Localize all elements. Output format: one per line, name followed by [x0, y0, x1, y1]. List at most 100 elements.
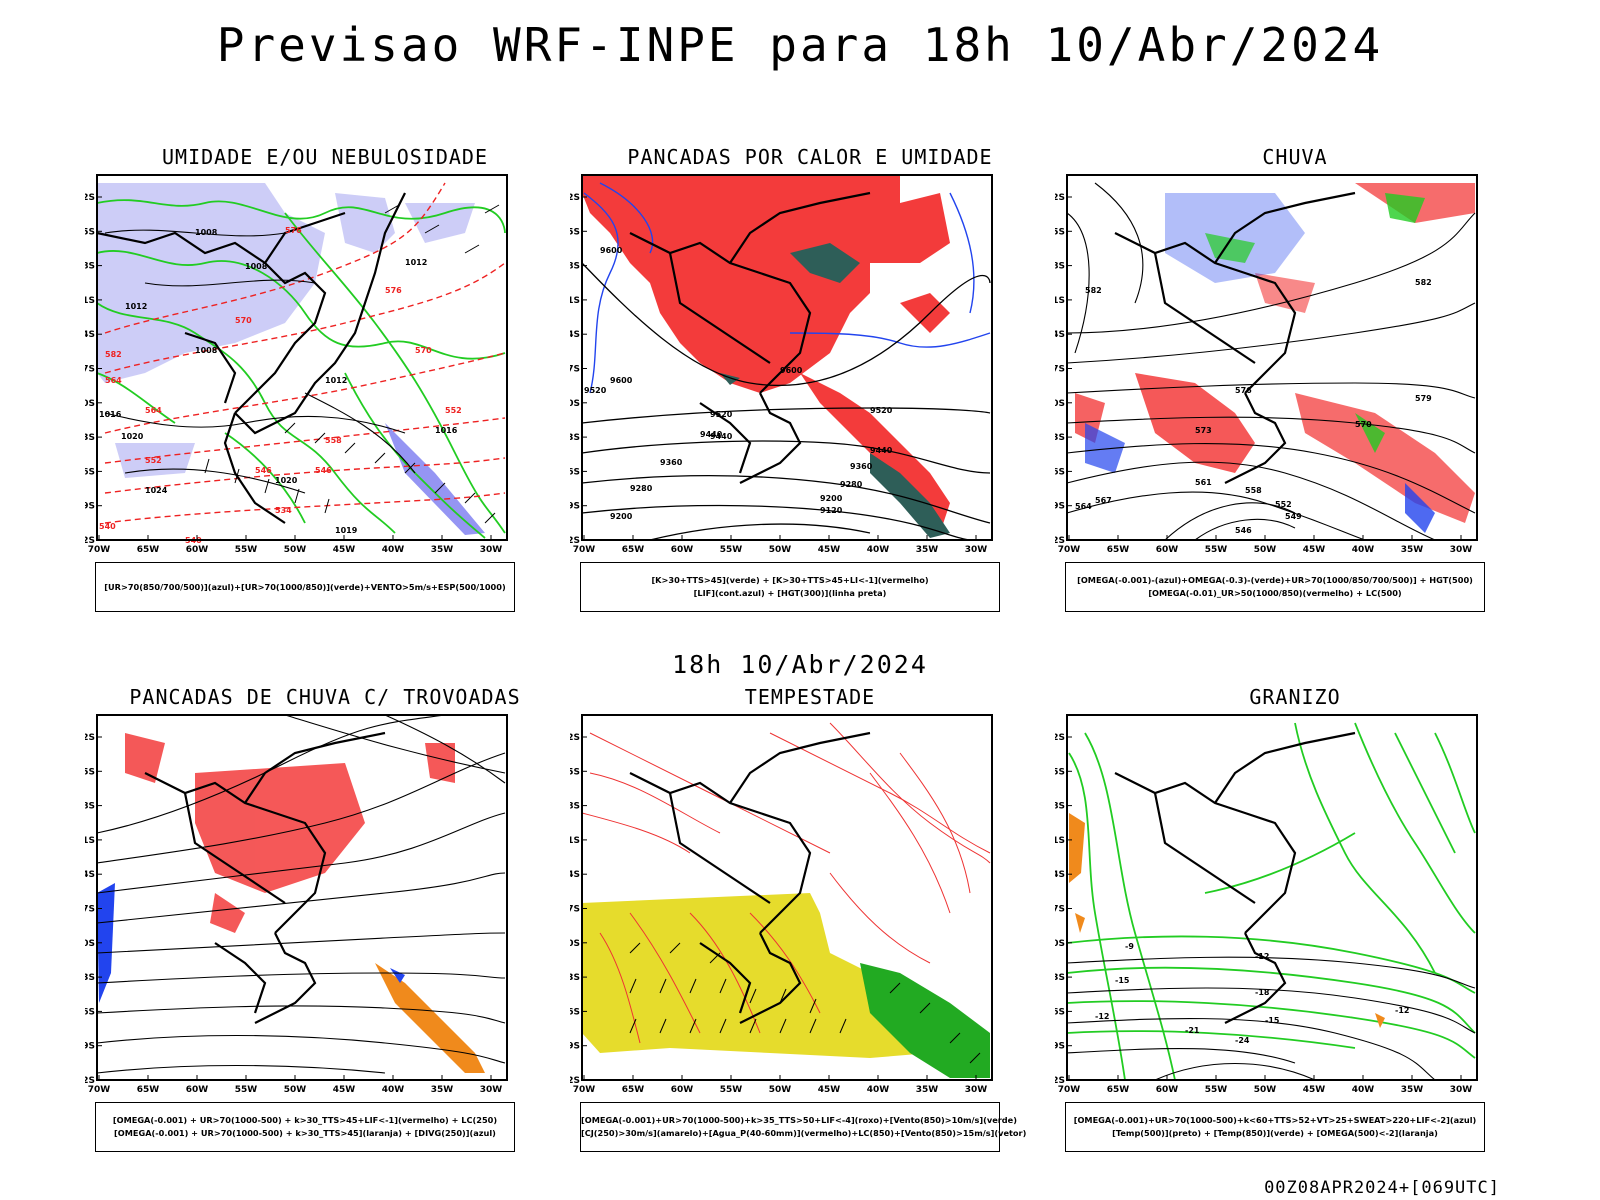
- lat-tick-label: 30S: [85, 399, 95, 409]
- map-granizo: -9 -12 -15 -18 -21 -24 -15 -12 -12 12S 15…: [1055, 714, 1478, 1095]
- axis-labels: 12S 15S 18S 21S 24S 27S 30S 33S 36S 39S 42S70W 65W 6…: [570, 733, 987, 1095]
- borders: [629, 191, 871, 484]
- map-frame: [96, 714, 508, 1081]
- contour-label: 9520: [710, 410, 733, 419]
- page-title: Previsao WRF-INPE para 18h 10/Abr/2024: [216, 18, 1384, 72]
- lat-tick-label: 12S: [85, 733, 95, 743]
- lat-tick-label: 24S: [1055, 330, 1065, 340]
- lat-tick-label: 15S: [570, 767, 580, 777]
- lat-tick-label: 36S: [85, 467, 95, 477]
- contour-label: 558: [1245, 486, 1262, 495]
- legend-line: [LIF](cont.azul) + [HGT(300)](linha pret…: [693, 588, 887, 598]
- lon-tick-label: 65W: [1107, 545, 1130, 555]
- lon-tick-label: 45W: [1303, 545, 1326, 555]
- lat-tick-label: 18S: [85, 802, 95, 812]
- contour-label: 9520: [584, 386, 607, 395]
- lat-tick-label: 36S: [85, 1007, 95, 1017]
- axis-labels: 12S 15S 18S 21S 24S 27S 30S 33S 36S 39S 42S70W 65W 6…: [570, 193, 987, 555]
- lon-tick-label: 65W: [137, 545, 160, 555]
- lat-tick-label: 18S: [1055, 262, 1065, 272]
- map-frame: [581, 174, 993, 541]
- contour-label: 576: [1235, 386, 1252, 395]
- borders: [1114, 731, 1356, 1024]
- lat-tick-label: 24S: [85, 870, 95, 880]
- panel-title: TEMPESTADE: [744, 685, 876, 709]
- map-umidade: 1008 1008 1008 1012 1012 1012 1016 1016 …: [85, 174, 508, 555]
- contour-label: 570: [1355, 420, 1372, 429]
- red-water-contours: [581, 722, 991, 1044]
- lon-tick-label: 65W: [622, 1085, 645, 1095]
- contour-label: 9360: [850, 462, 873, 471]
- orange-speckles: [1069, 813, 1385, 1028]
- contour-label: 549: [1285, 512, 1302, 521]
- lon-tick-label: 35W: [431, 1085, 454, 1095]
- contour-label: 9280: [840, 480, 863, 489]
- contour-label: 564: [145, 406, 162, 415]
- contour-label: 9280: [630, 484, 653, 493]
- lon-tick-label: 65W: [622, 545, 645, 555]
- panel-title: UMIDADE E/OU NEBULOSIDADE: [161, 145, 489, 169]
- contour-value-labels: 9600 9600 9520 9520 9520 9440 9360 9360 …: [584, 246, 893, 521]
- lat-tick-label: 42S: [570, 1076, 580, 1086]
- lon-tick-label: 70W: [88, 1085, 111, 1095]
- lat-tick-label: 30S: [570, 399, 580, 409]
- contour-label: 552: [145, 456, 162, 465]
- panel-tempestade: TEMPESTADE: [570, 685, 1050, 1155]
- lon-tick-label: 35W: [916, 1085, 939, 1095]
- lat-tick-label: 33S: [85, 973, 95, 983]
- lon-tick-label: 55W: [720, 545, 743, 555]
- legend-umidade: [UR>70(850/700/500)](azul)+[UR>70(1000/8…: [95, 562, 515, 612]
- lat-tick-label: 24S: [85, 330, 95, 340]
- borders: [144, 731, 386, 1024]
- contour-label: 9120: [820, 506, 843, 515]
- lon-tick-label: 70W: [573, 545, 596, 555]
- lon-tick-label: 40W: [1352, 1085, 1375, 1095]
- lon-tick-label: 45W: [333, 1085, 356, 1095]
- center-time: 18h 10/Abr/2024: [672, 650, 928, 679]
- legend-line: [Temp(500)](preto) + [Temp(850)](verde) …: [1112, 1128, 1438, 1138]
- lon-tick-label: 35W: [916, 545, 939, 555]
- lon-tick-label: 45W: [818, 545, 841, 555]
- lat-tick-label: 15S: [1055, 227, 1065, 237]
- contour-label: -15: [1115, 976, 1130, 985]
- lat-tick-label: 39S: [1055, 502, 1065, 512]
- lat-tick-label: 12S: [1055, 733, 1065, 743]
- lat-tick-label: 21S: [570, 296, 580, 306]
- lat-tick-label: 36S: [1055, 1007, 1065, 1017]
- lon-tick-label: 35W: [431, 545, 454, 555]
- contour-label: 570: [415, 346, 432, 355]
- map-frame: [581, 714, 993, 1081]
- axis-labels: 12S 15S 18S 21S 24S 27S 30S 33S 36S 39S 42S70W 65W 6…: [1055, 733, 1472, 1095]
- panel-pancadas-calor: PANCADAS POR CALOR E UMIDADE: [570, 145, 1050, 615]
- contour-label: -21: [1185, 1026, 1200, 1035]
- lon-tick-label: 50W: [284, 1085, 307, 1095]
- lat-tick-label: 33S: [570, 433, 580, 443]
- legend-tempestade: [OMEGA(-0.001)+UR>70(1000-500)+k>35_TTS>…: [580, 1102, 1026, 1152]
- lat-tick-label: 15S: [1055, 767, 1065, 777]
- blue-green-speckles: [1085, 193, 1435, 533]
- contour-label: 546: [315, 466, 332, 475]
- contour-label: 9360: [660, 458, 683, 467]
- lon-tick-label: 35W: [1401, 545, 1424, 555]
- lat-tick-label: 27S: [570, 905, 580, 915]
- map-frame: [1066, 174, 1478, 541]
- shading-layer: [97, 183, 485, 535]
- contour-label: 1016: [99, 410, 122, 419]
- lon-tick-label: 30W: [965, 545, 988, 555]
- green-wind-layer: [860, 963, 990, 1078]
- contour-label: 1008: [195, 346, 218, 355]
- contour-label: 546: [1235, 526, 1252, 535]
- lon-tick-label: 60W: [186, 1085, 209, 1095]
- contour-label: -18: [1255, 988, 1270, 997]
- lat-tick-label: 42S: [1055, 1076, 1065, 1086]
- lon-tick-label: 30W: [965, 1085, 988, 1095]
- panel-title: PANCADAS DE CHUVA C/ TROVOADAS: [129, 685, 521, 709]
- lat-tick-label: 36S: [570, 1007, 580, 1017]
- contour-label: 561: [1195, 478, 1212, 487]
- legend-line: [OMEGA(-0.01)_UR>50(1000/850)(vermelho) …: [1148, 588, 1402, 598]
- contour-label: 576: [385, 286, 402, 295]
- lat-tick-label: 39S: [570, 1042, 580, 1052]
- lon-tick-label: 35W: [1401, 1085, 1424, 1095]
- lon-tick-label: 60W: [1156, 545, 1179, 555]
- legend-granizo: [OMEGA(-0.001)+UR>70(1000-500)+k<60+TTS>…: [1065, 1102, 1485, 1152]
